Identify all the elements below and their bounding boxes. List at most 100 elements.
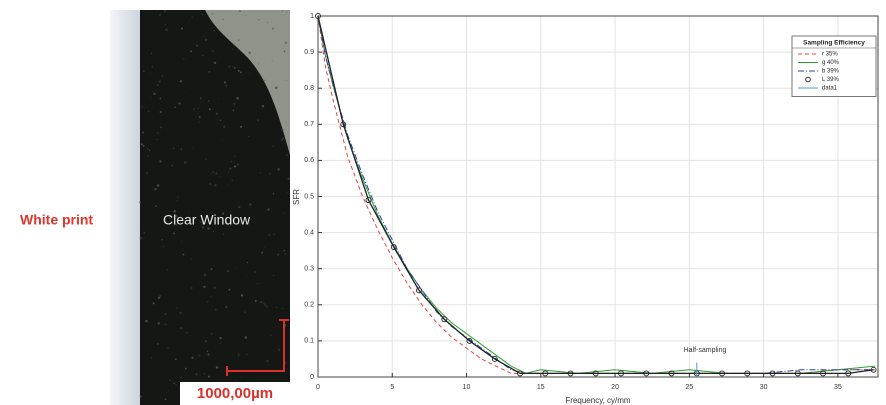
y-tick-label: 0.8 bbox=[304, 85, 314, 92]
grain-dot bbox=[217, 97, 219, 99]
grain-dot bbox=[206, 226, 207, 228]
printed-area bbox=[205, 10, 290, 155]
grain-dot bbox=[246, 353, 248, 356]
series-marker bbox=[845, 370, 852, 377]
grain-dot bbox=[179, 311, 182, 315]
grain-dot bbox=[146, 148, 149, 150]
grain-dot bbox=[201, 226, 204, 229]
grain-dot bbox=[277, 168, 280, 171]
grain-dot bbox=[158, 80, 161, 83]
grain-dot bbox=[146, 171, 149, 174]
grain-dot bbox=[260, 300, 263, 304]
grain-dot bbox=[195, 373, 198, 376]
grain-dot bbox=[221, 139, 223, 142]
scale-label-box bbox=[180, 382, 290, 405]
grain-dot bbox=[156, 139, 158, 141]
grain-dot bbox=[145, 319, 148, 323]
grain-dot bbox=[266, 359, 269, 363]
y-tick-label: 1 bbox=[310, 13, 314, 20]
series-line bbox=[317, 15, 876, 374]
grain-dot bbox=[286, 11, 288, 13]
legend-title: Sampling Efficiency bbox=[803, 40, 865, 47]
grain-dot bbox=[180, 27, 184, 30]
grain-dot bbox=[164, 398, 167, 401]
grain-dot bbox=[267, 208, 270, 211]
grain-dot bbox=[208, 108, 211, 111]
grain-dot bbox=[264, 246, 266, 248]
grain-dot bbox=[215, 366, 219, 369]
grain-dot bbox=[152, 302, 155, 305]
legend-box bbox=[791, 35, 877, 97]
grain-dot bbox=[142, 69, 145, 73]
grain-dot bbox=[189, 50, 193, 53]
grain-dot bbox=[183, 90, 185, 92]
x-tick-label: 0 bbox=[316, 384, 320, 391]
grain-dot bbox=[204, 38, 208, 42]
grain-dot bbox=[249, 72, 251, 74]
grain-dot bbox=[225, 305, 228, 309]
grain-dot bbox=[151, 357, 153, 359]
grain-dot bbox=[203, 373, 205, 375]
grain-dot bbox=[237, 69, 240, 72]
grain-dot bbox=[157, 131, 159, 134]
grain-dot bbox=[167, 389, 169, 392]
grain-dot bbox=[281, 139, 284, 142]
grain-dot bbox=[228, 65, 231, 68]
grain-dot bbox=[261, 251, 264, 254]
grain-dot bbox=[203, 285, 206, 288]
grain-dot bbox=[141, 106, 143, 108]
grain-dot bbox=[259, 172, 261, 174]
grain-dot bbox=[191, 16, 193, 18]
grain-dot bbox=[213, 286, 216, 289]
grain-dot bbox=[191, 356, 194, 359]
grain-dot bbox=[149, 149, 151, 152]
legend-label: data1 bbox=[822, 86, 838, 92]
grain-dot bbox=[157, 296, 161, 299]
grain-dot bbox=[139, 237, 142, 240]
grain-dot bbox=[223, 81, 227, 84]
grain-dot bbox=[165, 28, 168, 32]
legend-marker bbox=[805, 76, 811, 83]
grain-dot bbox=[207, 353, 210, 356]
grain-dot bbox=[231, 179, 234, 182]
series-marker bbox=[769, 370, 776, 377]
grain-dot bbox=[227, 270, 229, 272]
grain-dot bbox=[222, 233, 224, 235]
grain-dot bbox=[174, 358, 177, 361]
grain-dot bbox=[264, 304, 267, 307]
grain-dot bbox=[173, 232, 175, 235]
grain-dot bbox=[276, 253, 280, 256]
grain-dot bbox=[208, 71, 211, 73]
grain-dot bbox=[193, 108, 195, 110]
legend: Sampling Efficiency r 35% g 40% b 39% L 39% d… bbox=[791, 35, 877, 97]
clear-window-label: Clear Window bbox=[163, 212, 251, 228]
grain-dot bbox=[150, 52, 152, 54]
white-print-strip bbox=[110, 10, 142, 405]
grain-dot bbox=[238, 354, 240, 356]
grain-dot bbox=[245, 221, 247, 223]
grain-dot bbox=[219, 119, 222, 121]
grain-dot bbox=[155, 205, 157, 207]
grain-dot bbox=[210, 268, 213, 271]
grain-dot bbox=[180, 148, 183, 150]
grain-dot bbox=[201, 223, 204, 225]
legend-label: g 40% bbox=[822, 60, 840, 66]
grain-dot bbox=[284, 41, 288, 44]
grain-dot bbox=[207, 227, 210, 230]
series-marker bbox=[390, 244, 397, 250]
y-tick-label: 0.3 bbox=[304, 266, 314, 273]
series-marker bbox=[517, 370, 523, 377]
grain-dot bbox=[219, 342, 222, 344]
grain-dot bbox=[208, 100, 210, 102]
grain-dot bbox=[150, 73, 152, 75]
chart: 00.10.20.30.40.50.60.70.80.910 5 10 15 20 25 3… bbox=[304, 13, 879, 391]
grain-dot bbox=[154, 188, 157, 191]
grain-dot bbox=[211, 108, 214, 110]
series-marker bbox=[491, 356, 498, 362]
grain-dot bbox=[256, 283, 258, 285]
grain-dot bbox=[203, 36, 205, 38]
x-tick-label: 5 bbox=[390, 384, 394, 391]
grain-dot bbox=[182, 253, 185, 256]
legend-label: r 35% bbox=[822, 52, 838, 58]
